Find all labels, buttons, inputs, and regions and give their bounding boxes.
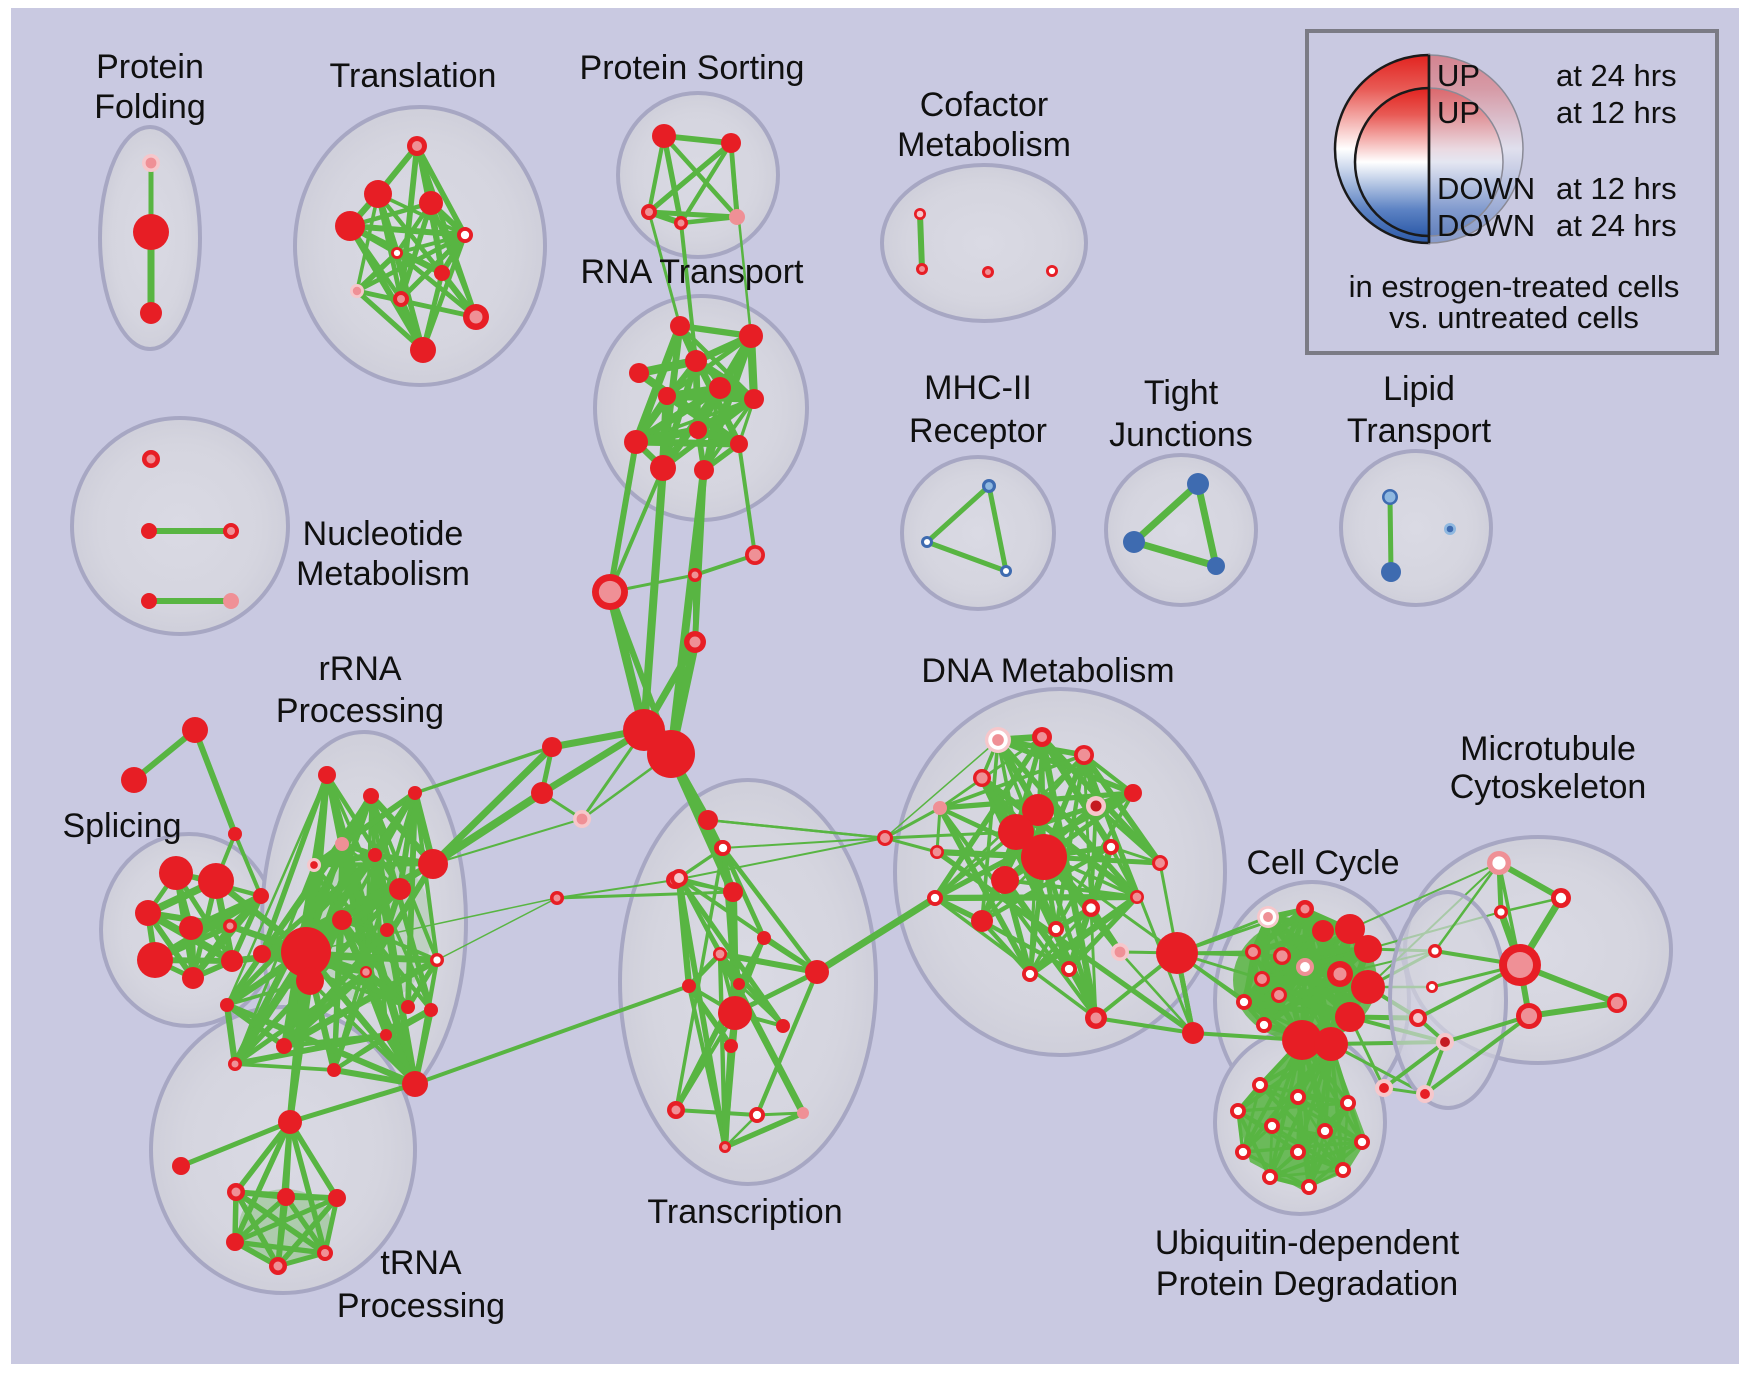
svg-text:Splicing: Splicing	[62, 807, 181, 845]
svg-text:Transport: Transport	[1347, 412, 1492, 450]
svg-text:Nucleotide: Nucleotide	[303, 515, 464, 553]
svg-text:Receptor: Receptor	[909, 412, 1047, 450]
svg-text:Lipid: Lipid	[1383, 370, 1455, 408]
svg-text:Cofactor: Cofactor	[920, 86, 1049, 124]
svg-text:UP: UP	[1437, 58, 1480, 93]
svg-text:DOWN: DOWN	[1437, 171, 1535, 206]
svg-text:Processing: Processing	[337, 1287, 505, 1325]
svg-text:Metabolism: Metabolism	[296, 555, 470, 593]
svg-text:at 12 hrs: at 12 hrs	[1556, 171, 1677, 206]
svg-text:Folding: Folding	[94, 88, 206, 126]
svg-text:tRNA: tRNA	[380, 1244, 462, 1282]
svg-text:Protein Sorting: Protein Sorting	[580, 49, 805, 87]
svg-text:Cytoskeleton: Cytoskeleton	[1450, 768, 1647, 806]
svg-text:Ubiquitin-dependent: Ubiquitin-dependent	[1155, 1224, 1460, 1262]
svg-text:Protein Degradation: Protein Degradation	[1156, 1265, 1458, 1303]
svg-text:Transcription: Transcription	[647, 1193, 842, 1231]
svg-text:Metabolism: Metabolism	[897, 126, 1071, 164]
svg-text:Processing: Processing	[276, 692, 444, 730]
svg-text:Cell Cycle: Cell Cycle	[1246, 844, 1399, 882]
svg-text:Translation: Translation	[330, 57, 497, 95]
svg-text:at 24 hrs: at 24 hrs	[1556, 208, 1677, 243]
svg-text:Junctions: Junctions	[1109, 416, 1253, 454]
svg-text:MHC-II: MHC-II	[924, 369, 1032, 407]
svg-text:DOWN: DOWN	[1437, 208, 1535, 243]
svg-text:UP: UP	[1437, 95, 1480, 130]
svg-text:in estrogen-treated cells: in estrogen-treated cells	[1349, 269, 1680, 304]
svg-text:at 24 hrs: at 24 hrs	[1556, 58, 1677, 93]
svg-text:DNA Metabolism: DNA Metabolism	[921, 652, 1174, 690]
svg-text:Microtubule: Microtubule	[1460, 730, 1636, 768]
svg-text:at 12 hrs: at 12 hrs	[1556, 95, 1677, 130]
svg-text:Protein: Protein	[96, 48, 204, 86]
svg-text:RNA Transport: RNA Transport	[581, 253, 805, 291]
svg-text:rRNA: rRNA	[318, 650, 401, 688]
svg-text:vs. untreated cells: vs. untreated cells	[1389, 300, 1639, 335]
svg-text:Tight: Tight	[1144, 374, 1219, 412]
